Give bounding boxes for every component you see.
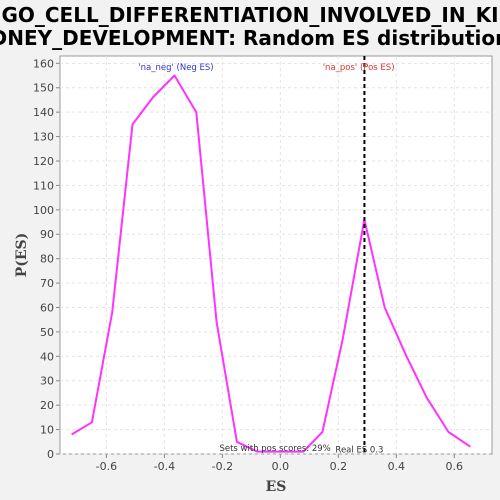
y-tick-label: 20 bbox=[40, 399, 54, 412]
y-axis-ticks: 0 10 20 30 40 50 60 70 80 90 100 110 120 130 140 150 160 bbox=[33, 57, 60, 461]
chart-title-line-1: GO_CELL_DIFFERENTIATION_INVOLVED_IN_KI bbox=[1, 3, 498, 27]
x-tick-label: 0.4 bbox=[388, 460, 406, 473]
y-tick-label: 90 bbox=[40, 228, 54, 241]
pos-es-label: 'na_pos' (Pos ES) bbox=[323, 63, 395, 73]
y-tick-label: 80 bbox=[40, 253, 54, 266]
grid-lines bbox=[60, 56, 492, 455]
pos-scores-note: Sets with pos scores: 29% bbox=[219, 444, 330, 454]
y-tick-label: 140 bbox=[33, 106, 54, 119]
y-tick-label: 10 bbox=[40, 424, 54, 437]
plot-area bbox=[59, 55, 493, 455]
x-axis-ticks: -0.6 -0.4 -0.2 0.0 0.2 0.4 0.6 bbox=[96, 454, 463, 473]
x-tick-label: 0.2 bbox=[330, 460, 348, 473]
y-tick-label: 110 bbox=[33, 179, 54, 192]
y-tick-label: 30 bbox=[40, 375, 54, 388]
y-tick-label: 150 bbox=[33, 82, 54, 95]
x-tick-label: 0.0 bbox=[272, 460, 290, 473]
x-tick-label: -0.6 bbox=[96, 460, 117, 473]
y-tick-label: 130 bbox=[33, 131, 54, 144]
neg-es-label: 'na_neg' (Neg ES) bbox=[138, 63, 213, 73]
real-es-note: Real ES 0.3 bbox=[335, 446, 383, 456]
x-tick-label: -0.2 bbox=[212, 460, 233, 473]
x-tick-label: 0.6 bbox=[446, 460, 464, 473]
es-density-line bbox=[71, 74, 471, 453]
y-axis-label: P(ES) bbox=[14, 233, 30, 278]
y-tick-label: 60 bbox=[40, 301, 54, 314]
y-tick-label: 40 bbox=[40, 350, 54, 363]
chart-title-line-2: DNEY_DEVELOPMENT: Random ES distribution bbox=[0, 26, 500, 50]
y-tick-label: 50 bbox=[40, 326, 54, 339]
y-tick-label: 160 bbox=[33, 57, 54, 70]
y-tick-label: 120 bbox=[33, 155, 54, 168]
x-axis-label: ES bbox=[266, 479, 287, 495]
series-layer bbox=[71, 74, 471, 453]
x-tick-label: -0.4 bbox=[154, 460, 175, 473]
y-tick-label: 70 bbox=[40, 277, 54, 290]
y-tick-label: 0 bbox=[47, 448, 54, 461]
y-tick-label: 100 bbox=[33, 204, 54, 217]
